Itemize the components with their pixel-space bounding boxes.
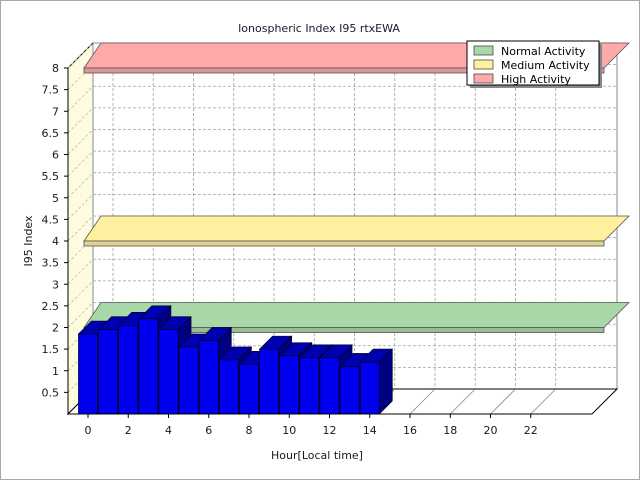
legend-label: Normal Activity	[501, 45, 586, 58]
floor-gridline	[449, 388, 476, 415]
x-tick-label: 0	[85, 424, 92, 437]
floor-gridline	[409, 388, 436, 415]
side-gridline	[67, 129, 94, 155]
y-tick-label: 2	[52, 322, 59, 335]
floor-gridline	[530, 388, 557, 415]
y-tick-label: 4.5	[42, 213, 60, 226]
legend-label: Medium Activity	[501, 59, 590, 72]
axes: 0.5 1 1.5 2 2.5 3 3.5 4 4.5 5 5.5 6 6.5 7 7.5 8 0 2 4 6 8 10 1…	[42, 62, 592, 437]
bar	[259, 348, 279, 415]
x-tick-label: 14	[363, 424, 377, 437]
x-tick-label: 18	[443, 424, 457, 437]
bar	[359, 361, 380, 415]
y-tick-label: 2.5	[42, 300, 60, 313]
y-tick-label: 0.5	[42, 386, 60, 399]
band-front	[83, 240, 605, 247]
side-gridline	[67, 194, 94, 220]
side-gridline	[67, 215, 94, 242]
x-tick-label: 16	[403, 424, 417, 437]
y-tick-label: 6	[52, 149, 59, 162]
bar	[219, 359, 239, 415]
y-tick-label: 5	[52, 192, 59, 205]
y-tick-label: 1.5	[42, 343, 60, 356]
legend-swatch	[473, 73, 494, 84]
x-tick-label: 2	[125, 424, 132, 437]
bar	[118, 325, 139, 415]
floor-gridline	[490, 388, 516, 415]
band-top	[83, 215, 630, 242]
bar	[178, 346, 199, 415]
side-gridline	[67, 258, 94, 285]
bar	[279, 355, 300, 415]
bar	[98, 329, 118, 415]
side-gridline	[67, 237, 94, 263]
y-tick-label: 7	[52, 105, 59, 118]
y-tick-label: 7.5	[42, 84, 60, 97]
side-gridline	[67, 107, 94, 134]
band-front	[83, 67, 605, 74]
y-tick-label: 3.5	[42, 257, 60, 270]
bar	[299, 357, 320, 415]
bar	[339, 366, 360, 415]
y-axis-label: I95 Index	[22, 215, 35, 267]
legend-label: High Activity	[501, 73, 571, 86]
bar	[198, 340, 219, 415]
legend-swatch	[473, 59, 494, 70]
bar	[158, 329, 179, 415]
side-gridline	[67, 172, 94, 199]
y-tick-label: 1	[52, 365, 59, 378]
activity-bands	[83, 42, 630, 333]
x-tick-label: 6	[205, 424, 212, 437]
legend-swatch	[473, 45, 494, 56]
x-tick-label: 10	[282, 424, 296, 437]
y-tick-label: 8	[52, 62, 59, 75]
side-gridline	[67, 42, 94, 69]
x-tick-label: 22	[524, 424, 538, 437]
chart-title: Ionospheric Index I95 rtxEWA	[238, 22, 400, 35]
x-tick-label: 20	[484, 424, 498, 437]
x-tick-label: 8	[246, 424, 253, 437]
bar-series	[77, 305, 394, 415]
bar	[138, 318, 159, 415]
side-gridline	[67, 64, 94, 90]
side-gridline	[67, 85, 94, 112]
x-tick-label: 4	[165, 424, 172, 437]
y-tick-label: 5.5	[42, 170, 60, 183]
bar	[239, 363, 259, 415]
bar	[319, 357, 340, 415]
y-tick-label: 6.5	[42, 127, 60, 140]
x-axis-label: Hour[Local time]	[271, 449, 363, 462]
y-tick-label: 4	[52, 235, 59, 248]
bar	[78, 333, 98, 415]
y-tick-label: 3	[52, 278, 59, 291]
x-tick-label: 12	[323, 424, 337, 437]
side-gridline	[67, 302, 94, 328]
side-gridline	[67, 150, 94, 177]
side-gridline	[67, 280, 94, 307]
